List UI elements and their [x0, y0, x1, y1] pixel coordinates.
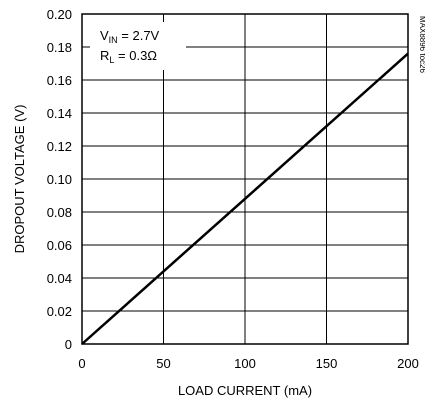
vin-annotation: VIN = 2.7V [100, 28, 160, 45]
y-tick-label: 0.08 [47, 205, 72, 220]
y-tick-label: 0 [65, 337, 72, 352]
y-tick-label: 0.16 [47, 73, 72, 88]
y-tick-labels: 0 0.02 0.04 0.06 0.08 0.10 0.12 0.14 0.16 0.18 0.2… [47, 7, 72, 352]
side-id-bg [413, 14, 423, 74]
legend-box: VIN = 2.7V RL = 0.3Ω [90, 22, 186, 70]
y-axis-title: DROPOUT VOLTAGE (V) [12, 105, 27, 254]
plot-frame [81, 13, 409, 345]
x-tick-label: 150 [316, 356, 338, 371]
side-id: MAX8896 toc26 [418, 16, 425, 73]
legend-bg [90, 22, 186, 70]
x-tick-label: 50 [156, 356, 170, 371]
series-line [81, 52, 409, 345]
y-tick-label: 0.20 [47, 7, 72, 22]
y-tick-label: 0.02 [47, 304, 72, 319]
x-tick-label: 0 [78, 356, 85, 371]
y-tick-label: 0.14 [47, 106, 72, 121]
y-tick-label: 0.18 [47, 40, 72, 55]
y-tick-label: 0.10 [47, 172, 72, 187]
x-axis-title: LOAD CURRENT (mA) [178, 383, 312, 398]
rl-annotation: RL = 0.3Ω [100, 48, 157, 65]
y-tick-label: 0.04 [47, 271, 72, 286]
y-tick-label: 0.12 [47, 139, 72, 154]
x-tick-label: 100 [234, 356, 256, 371]
x-tick-labels: 0 50 100 150 200 [78, 356, 418, 371]
x-tick-label: 200 [397, 356, 419, 371]
y-tick-label: 0.06 [47, 238, 72, 253]
